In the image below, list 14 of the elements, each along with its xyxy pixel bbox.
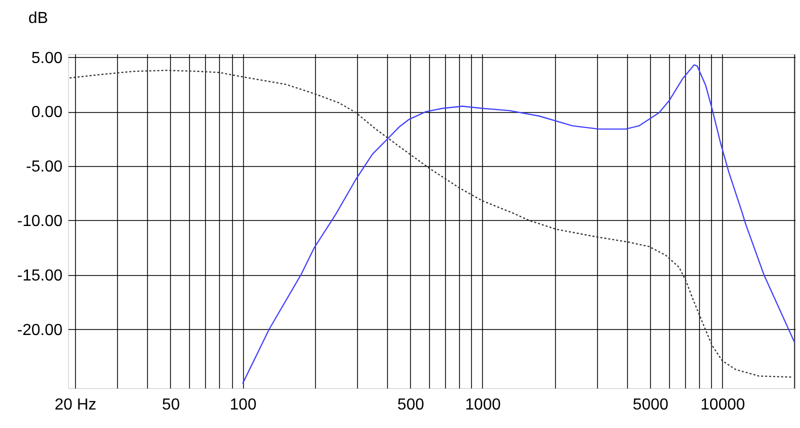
x-tick-label: 100 — [230, 396, 257, 414]
x-tick-label: 10000 — [700, 396, 746, 414]
y-axis-title: dB — [28, 10, 48, 27]
x-tick-label: 1000 — [465, 396, 501, 414]
y-tick-label: -5.00 — [26, 158, 63, 176]
y-tick-label: 0.00 — [31, 104, 63, 122]
y-tick-label: -20.00 — [17, 322, 63, 339]
y-tick-label: 5.00 — [31, 50, 63, 67]
y-tick-label: -15.00 — [17, 267, 63, 284]
x-tick-label: 5000 — [632, 396, 668, 414]
x-tick-label: 500 — [397, 396, 424, 414]
x-tick-label: 20 Hz — [54, 396, 96, 414]
y-tick-label: -10.00 — [17, 212, 63, 230]
x-tick-label: 50 — [162, 396, 180, 414]
